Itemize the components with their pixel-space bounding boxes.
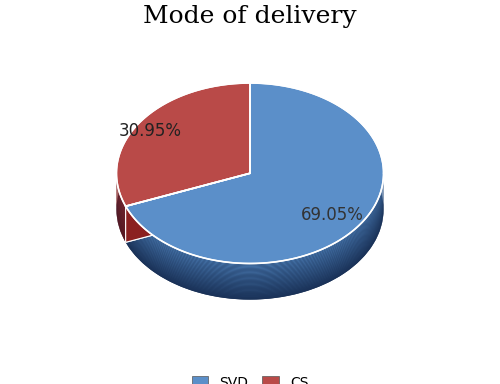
Polygon shape xyxy=(126,185,384,280)
Polygon shape xyxy=(116,190,126,229)
Polygon shape xyxy=(116,83,250,206)
Polygon shape xyxy=(126,198,384,294)
Polygon shape xyxy=(126,188,384,284)
Polygon shape xyxy=(126,174,384,270)
Text: Mode of delivery: Mode of delivery xyxy=(143,5,357,28)
Polygon shape xyxy=(126,173,384,268)
Polygon shape xyxy=(116,189,126,228)
Ellipse shape xyxy=(116,119,384,300)
Polygon shape xyxy=(126,192,384,288)
Polygon shape xyxy=(116,169,126,207)
Polygon shape xyxy=(126,186,384,281)
Polygon shape xyxy=(126,173,250,242)
Polygon shape xyxy=(126,202,384,297)
Polygon shape xyxy=(126,173,250,242)
Polygon shape xyxy=(116,183,126,222)
Polygon shape xyxy=(116,192,126,230)
Polygon shape xyxy=(126,181,384,277)
Polygon shape xyxy=(126,194,384,290)
Polygon shape xyxy=(116,200,126,239)
Polygon shape xyxy=(126,175,384,271)
Polygon shape xyxy=(126,204,384,300)
Polygon shape xyxy=(126,170,384,266)
Polygon shape xyxy=(116,184,126,223)
Polygon shape xyxy=(126,195,384,291)
Polygon shape xyxy=(126,203,384,298)
Polygon shape xyxy=(116,182,126,221)
Polygon shape xyxy=(116,172,126,211)
Polygon shape xyxy=(116,181,126,219)
Polygon shape xyxy=(116,198,126,236)
Polygon shape xyxy=(126,189,384,285)
Polygon shape xyxy=(116,199,126,237)
Polygon shape xyxy=(116,202,126,241)
Polygon shape xyxy=(126,176,384,272)
Polygon shape xyxy=(126,180,384,276)
Polygon shape xyxy=(126,179,384,274)
Polygon shape xyxy=(126,200,384,296)
Polygon shape xyxy=(116,195,126,234)
Polygon shape xyxy=(126,191,384,286)
Polygon shape xyxy=(126,171,384,267)
Text: 30.95%: 30.95% xyxy=(118,122,181,141)
Polygon shape xyxy=(116,193,126,232)
Polygon shape xyxy=(126,187,384,283)
Polygon shape xyxy=(116,174,126,212)
Polygon shape xyxy=(116,187,126,225)
Text: 69.05%: 69.05% xyxy=(301,206,364,224)
Polygon shape xyxy=(116,188,126,227)
Polygon shape xyxy=(116,204,126,242)
Polygon shape xyxy=(126,83,384,263)
Polygon shape xyxy=(116,180,126,218)
Polygon shape xyxy=(116,177,126,216)
Polygon shape xyxy=(116,197,126,235)
Polygon shape xyxy=(116,179,126,217)
Polygon shape xyxy=(126,197,384,292)
Polygon shape xyxy=(116,170,126,209)
Polygon shape xyxy=(126,169,384,265)
Polygon shape xyxy=(126,199,384,295)
Legend: SVD, CS: SVD, CS xyxy=(192,376,308,384)
Polygon shape xyxy=(126,193,384,289)
Polygon shape xyxy=(116,194,126,233)
Polygon shape xyxy=(126,182,384,278)
Polygon shape xyxy=(116,171,126,210)
Polygon shape xyxy=(126,184,384,279)
Polygon shape xyxy=(116,176,126,215)
Polygon shape xyxy=(116,175,126,214)
Polygon shape xyxy=(116,186,126,224)
Polygon shape xyxy=(116,201,126,240)
Polygon shape xyxy=(126,177,384,273)
